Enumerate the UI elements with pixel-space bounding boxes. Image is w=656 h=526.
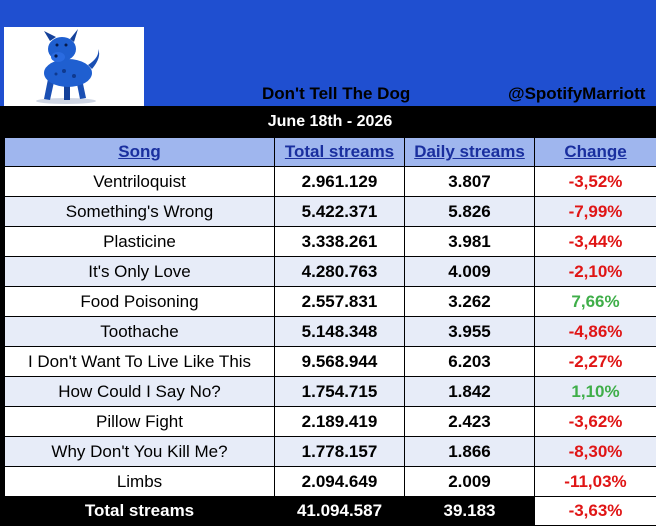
blue-dog-icon bbox=[4, 27, 144, 106]
date-bar: June 18th - 2026 bbox=[4, 107, 656, 137]
song-cell: I Don't Want To Live Like This bbox=[5, 347, 275, 377]
song-cell: Ventriloquist bbox=[5, 167, 275, 197]
song-cell: Limbs bbox=[5, 467, 275, 497]
total-streams-cell: 9.568.944 bbox=[275, 347, 405, 377]
change-cell: -3,44% bbox=[535, 227, 656, 257]
table-header-row: Song Total streams Daily streams Change bbox=[5, 138, 656, 167]
daily-streams-sum: 39.183 bbox=[405, 497, 535, 526]
change-cell: -2,27% bbox=[535, 347, 656, 377]
total-streams-cell: 4.280.763 bbox=[275, 257, 405, 287]
total-streams-cell: 1.754.715 bbox=[275, 377, 405, 407]
daily-streams-cell: 1.866 bbox=[405, 437, 535, 467]
change-cell: -4,86% bbox=[535, 317, 656, 347]
song-cell: Something's Wrong bbox=[5, 197, 275, 227]
change-cell: -7,99% bbox=[535, 197, 656, 227]
total-streams-cell: 2.189.419 bbox=[275, 407, 405, 437]
spotify-handle: @SpotifyMarriott bbox=[508, 84, 645, 104]
song-cell: Pillow Fight bbox=[5, 407, 275, 437]
daily-streams-cell: 2.009 bbox=[405, 467, 535, 497]
total-streams-cell: 2.094.649 bbox=[275, 467, 405, 497]
daily-streams-cell: 2.423 bbox=[405, 407, 535, 437]
song-cell: Plasticine bbox=[5, 227, 275, 257]
report-date: June 18th - 2026 bbox=[268, 113, 393, 131]
column-header-song: Song bbox=[5, 138, 275, 167]
change-cell: 7,66% bbox=[535, 287, 656, 317]
streams-table: Song Total streams Daily streams Change … bbox=[4, 137, 656, 526]
column-header-change: Change bbox=[535, 138, 656, 167]
song-cell: Food Poisoning bbox=[5, 287, 275, 317]
total-streams-cell: 1.778.157 bbox=[275, 437, 405, 467]
daily-streams-cell: 3.981 bbox=[405, 227, 535, 257]
total-streams-cell: 5.148.348 bbox=[275, 317, 405, 347]
daily-streams-cell: 3.262 bbox=[405, 287, 535, 317]
total-label: Total streams bbox=[5, 497, 275, 526]
daily-streams-cell: 3.807 bbox=[405, 167, 535, 197]
column-header-daily-streams: Daily streams bbox=[405, 138, 535, 167]
total-streams-cell: 2.557.831 bbox=[275, 287, 405, 317]
total-streams-cell: 3.338.261 bbox=[275, 227, 405, 257]
change-cell: -8,30% bbox=[535, 437, 656, 467]
total-row: Total streams 41.094.587 39.183 -3,63% bbox=[5, 497, 656, 526]
song-cell: How Could I Say No? bbox=[5, 377, 275, 407]
change-cell: 1,10% bbox=[535, 377, 656, 407]
daily-streams-cell: 4.009 bbox=[405, 257, 535, 287]
logo bbox=[4, 27, 144, 106]
song-cell: Toothache bbox=[5, 317, 275, 347]
total-streams-sum: 41.094.587 bbox=[275, 497, 405, 526]
change-cell: -11,03% bbox=[535, 467, 656, 497]
column-header-total-streams: Total streams bbox=[275, 138, 405, 167]
change-cell: -2,10% bbox=[535, 257, 656, 287]
total-change: -3,63% bbox=[535, 497, 656, 526]
total-streams-cell: 5.422.371 bbox=[275, 197, 405, 227]
change-cell: -3,62% bbox=[535, 407, 656, 437]
daily-streams-cell: 6.203 bbox=[405, 347, 535, 377]
song-cell: It's Only Love bbox=[5, 257, 275, 287]
daily-streams-cell: 1.842 bbox=[405, 377, 535, 407]
daily-streams-cell: 3.955 bbox=[405, 317, 535, 347]
artist-name: Don't Tell The Dog bbox=[262, 84, 410, 104]
daily-streams-cell: 5.826 bbox=[405, 197, 535, 227]
change-cell: -3,52% bbox=[535, 167, 656, 197]
song-cell: Why Don't You Kill Me? bbox=[5, 437, 275, 467]
total-streams-cell: 2.961.129 bbox=[275, 167, 405, 197]
